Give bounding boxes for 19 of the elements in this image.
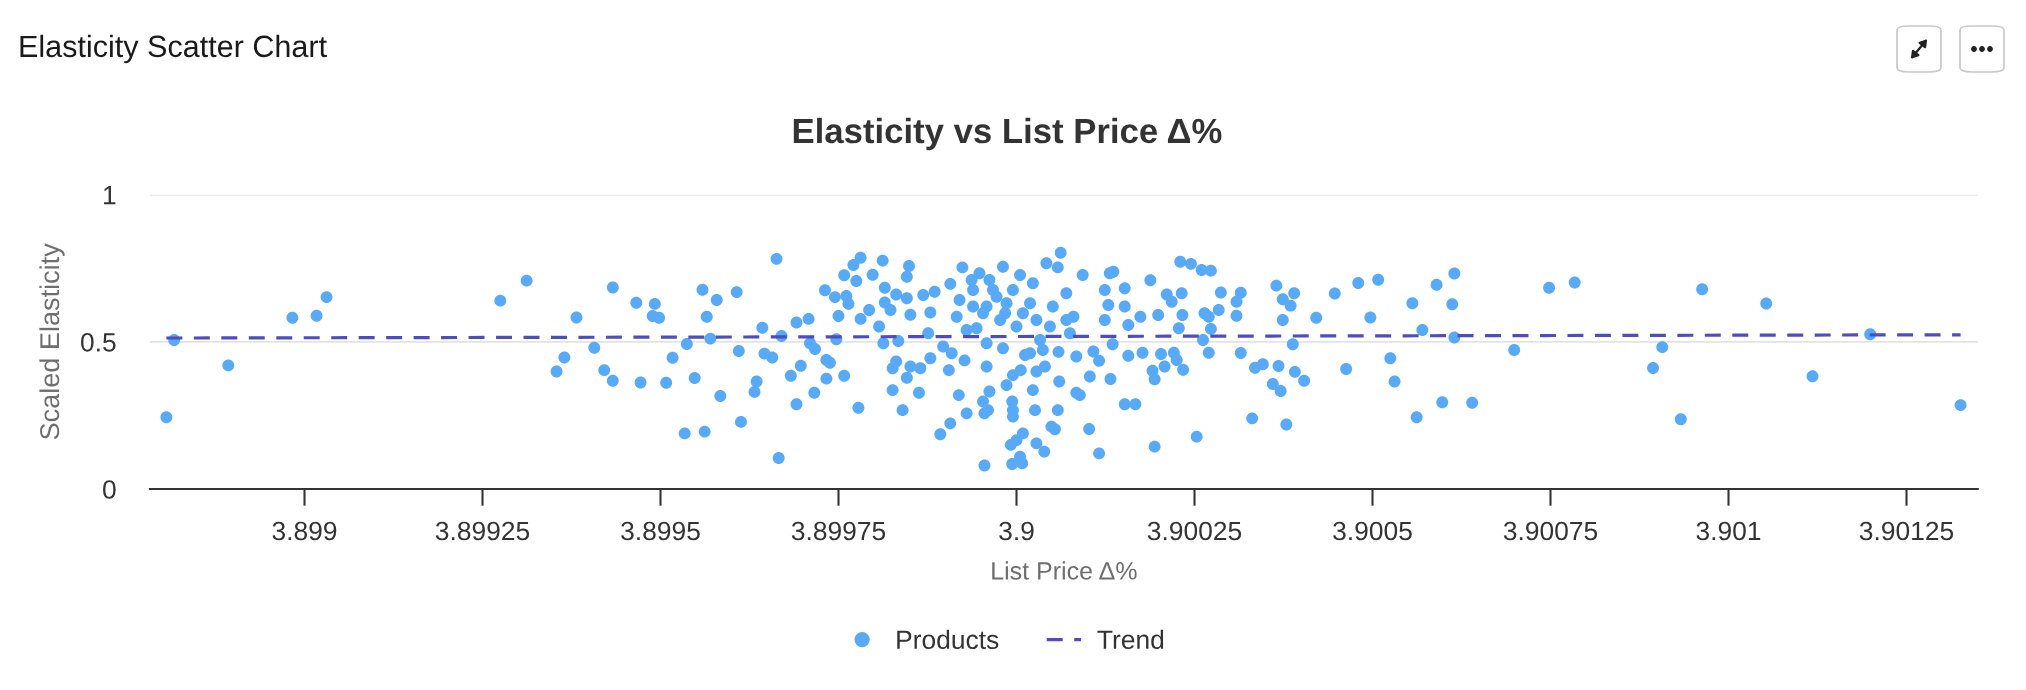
y-tick-label: 0.5 xyxy=(81,332,116,352)
x-tick-label: 3.899 xyxy=(272,521,337,541)
x-tick-label: 3.90025 xyxy=(1147,521,1242,541)
x-axis-title: List Price Δ% xyxy=(992,561,1137,580)
x-tick-label: 3.9 xyxy=(999,521,1034,541)
y-tick-label: 1 xyxy=(104,186,116,205)
x-tick-label: 3.89925 xyxy=(435,521,530,541)
y-axis-title: Scaled Elasticity xyxy=(39,243,65,440)
x-tick-label: 3.901 xyxy=(1696,521,1761,541)
x-tick-label: 3.90125 xyxy=(1859,521,1954,541)
legend-label: Trend xyxy=(1097,629,1164,650)
chart-title: Elasticity vs List Price Δ% xyxy=(793,117,1222,151)
legend-label: Products xyxy=(897,629,999,650)
x-tick-label: 3.89975 xyxy=(791,521,886,541)
y-tick-label: 0 xyxy=(103,480,116,499)
text: Elasticity Scatter Chart xyxy=(20,34,327,64)
x-tick-label: 3.90075 xyxy=(1503,521,1598,541)
x-tick-label: 3.8995 xyxy=(621,521,700,541)
x-tick-label: 3.9005 xyxy=(1333,521,1412,541)
